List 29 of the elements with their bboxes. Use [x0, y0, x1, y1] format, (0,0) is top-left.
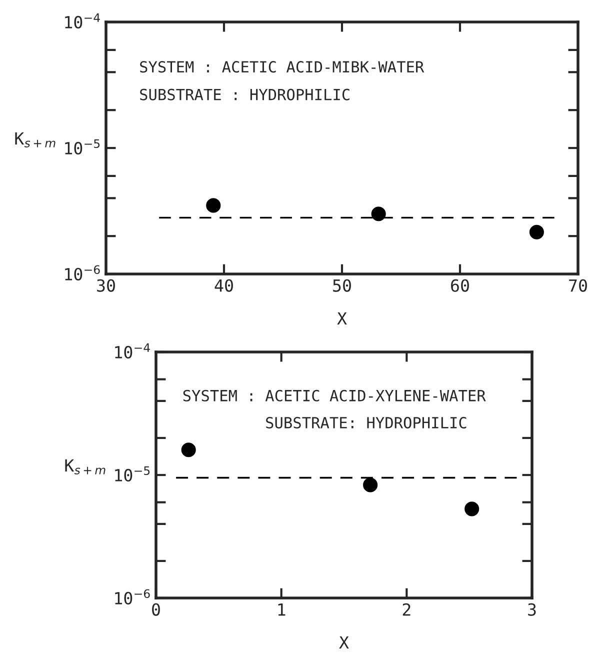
- y-tick-label: 10$^{−5}$: [65, 139, 100, 154]
- point: [371, 206, 386, 222]
- y-tick-label: 10$^{−4}$: [65, 13, 100, 28]
- annotation: SUBSTRATE: HYDROPHILIC: [266, 416, 466, 428]
- x-tick-label: 40: [214, 279, 233, 292]
- point: [363, 478, 378, 492]
- annotation: SUBSTRATE : HYDROPHILIC: [140, 88, 350, 100]
- y-tick-label: 10$^{−5}$: [115, 466, 150, 482]
- y-tick-label: 10$^{−6}$: [65, 265, 100, 280]
- x-tick-label: 2: [402, 603, 410, 616]
- point: [464, 502, 480, 516]
- x-tick-label: 0: [152, 603, 160, 616]
- x-tick-label: 1: [278, 603, 286, 616]
- x-axis-title: X: [339, 636, 349, 648]
- x-tick-label: 60: [451, 279, 469, 292]
- x-tick-label: 70: [569, 279, 587, 292]
- point: [206, 198, 221, 213]
- x-axis-title: X: [337, 312, 347, 324]
- annotation: SYSTEM : ACETIC ACID-XYLENE-WATER: [183, 390, 486, 402]
- y-axis-title: K$_{s+m}$: [15, 132, 56, 148]
- y-axis-title: K$_{s+m}$: [65, 459, 106, 474]
- annotation: SYSTEM : ACETIC ACID-MIBK-WATER: [140, 61, 424, 73]
- x-tick-label: 50: [333, 279, 351, 292]
- y-tick-label: 10$^{−4}$: [115, 343, 150, 358]
- point: [181, 442, 196, 458]
- x-tick-label: 30: [97, 279, 115, 292]
- x-tick-label: 3: [528, 603, 536, 616]
- point: [529, 224, 544, 240]
- y-tick-label: 10$^{−6}$: [115, 589, 150, 604]
